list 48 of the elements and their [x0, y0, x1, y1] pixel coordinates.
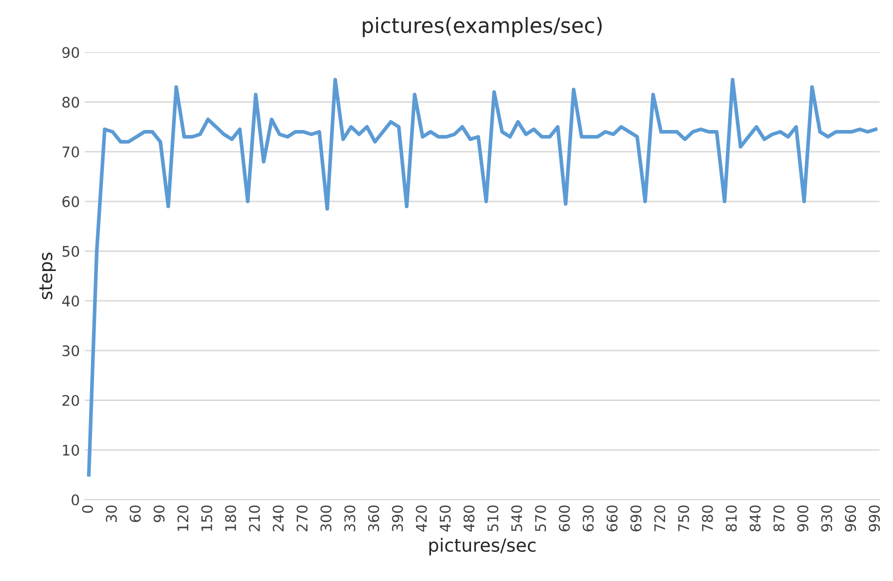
x-tick-label: 810	[726, 505, 737, 532]
chart-title: pictures(examples/sec)	[362, 17, 602, 38]
y-tick-label: 80	[62, 96, 80, 108]
x-tick-label: 930	[821, 505, 832, 532]
x-tick-label: 120	[177, 505, 188, 531]
y-tick-label: 30	[62, 345, 80, 356]
x-tick-label: 240	[272, 505, 284, 532]
x-tick-label: 480	[464, 505, 475, 532]
x-tick-label: 540	[511, 505, 522, 532]
y-tick-label: 40	[62, 296, 80, 307]
x-tick-label: 210	[248, 505, 260, 532]
y-tick-label: 90	[62, 47, 80, 58]
line-series	[87, 78, 878, 477]
y-tick-label: 60	[62, 196, 80, 208]
x-tick-label: 720	[654, 505, 666, 532]
x-tick-label: 870	[773, 505, 784, 532]
x-tick-label: 690	[630, 505, 642, 532]
x-tick-label: 990	[868, 505, 880, 532]
x-tick-label: 150	[201, 505, 212, 531]
x-tick-label: 780	[702, 505, 713, 532]
x-tick-label: 630	[582, 505, 594, 532]
y-axis-title: steps	[39, 252, 56, 300]
x-tick-label: 300	[320, 505, 332, 532]
y-tick-label: 10	[63, 444, 80, 456]
y-tick-label: 20	[62, 394, 80, 406]
x-tick-label: 600	[558, 505, 570, 532]
x-tick-label: 0	[82, 505, 94, 513]
x-tick-label: 900	[797, 505, 808, 532]
x-tick-label: 450	[440, 505, 451, 532]
x-tick-label: 390	[392, 505, 403, 532]
x-tick-label: 840	[750, 505, 761, 532]
x-tick-label: 510	[487, 505, 498, 532]
x-tick-label: 360	[368, 505, 380, 532]
x-tick-label: 420	[416, 505, 427, 532]
y-tick-label: 0	[72, 494, 80, 506]
x-tick-label: 750	[678, 505, 690, 532]
x-tick-label: 270	[296, 505, 308, 532]
x-tick-label: 180	[225, 505, 236, 531]
y-tick-label: 70	[62, 146, 80, 158]
y-tick-label: 50	[62, 246, 80, 257]
x-tick-label: 90	[154, 505, 165, 522]
x-tick-label: 570	[535, 505, 546, 532]
x-tick-label: 30	[106, 505, 117, 522]
x-tick-label: 960	[844, 505, 856, 532]
x-tick-label: 60	[130, 505, 141, 522]
x-tick-label: 330	[344, 505, 356, 532]
x-axis-title: pictures/sec	[429, 538, 536, 556]
x-tick-label: 660	[606, 505, 618, 532]
